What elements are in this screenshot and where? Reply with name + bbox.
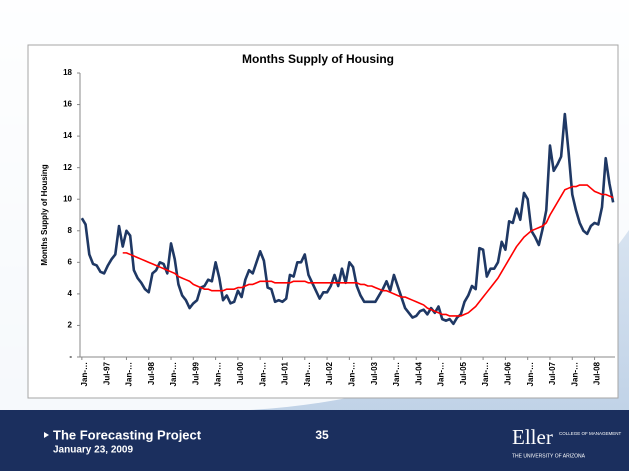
x-tick-label: Jan-… [570,362,579,386]
footer-project: The Forecasting Project [53,427,202,442]
chart-title: Months Supply of Housing [242,52,394,66]
x-tick-label: Jul-02 [325,361,334,385]
footer-date: January 23, 2009 [53,445,133,456]
footer-bar [0,410,629,471]
series-line [122,184,614,317]
x-tick-label: Jul-05 [459,361,468,385]
x-tick-label: Jul-00 [236,361,245,385]
x-tick-label: Jan-… [169,362,178,386]
y-tick-label: 16 [63,100,72,109]
bullet [44,432,49,438]
x-tick-label: Jul-98 [147,361,156,385]
x-tick-label: Jul-01 [281,361,290,385]
x-tick-label: Jan-… [125,362,134,386]
x-tick-label: Jul-07 [548,361,557,385]
y-tick-label: 4 [68,289,73,298]
x-tick-label: Jul-99 [191,361,200,385]
y-tick-label: 14 [63,131,72,140]
x-tick-label: Jul-97 [102,361,111,385]
x-tick-label: Jan-… [437,362,446,386]
y-tick-label: 6 [68,257,73,266]
x-tick-label: Jan-… [303,362,312,386]
logo-line1: COLLEGE OF MANAGEMENT [559,431,622,436]
x-tick-label: Jan-… [347,362,356,386]
y-tick-label: 18 [63,68,72,77]
x-tick-label: Jul-04 [414,361,423,385]
x-tick-label: Jan-… [481,362,490,386]
x-tick-label: Jul-08 [593,361,602,385]
x-tick-label: Jan-… [258,362,267,386]
x-tick-label: Jul-06 [504,361,513,385]
chart-area [27,44,619,399]
x-tick-label: Jan-… [526,362,535,386]
y-tick-label: 2 [68,321,73,330]
x-tick-label: Jan-… [392,362,401,386]
series-line [80,112,615,326]
y-tick-label: 8 [68,226,73,235]
y-tick-label: 10 [63,194,72,203]
x-tick-label: Jan-… [80,362,89,386]
logo: Eller [512,425,553,449]
y-axis-label: Months Supply of Housing [40,164,49,265]
y-tick-label: - [69,352,72,361]
page-number: 35 [315,428,329,442]
x-tick-label: Jul-03 [370,361,379,385]
logo-line2: THE UNIVERSITY OF ARIZONA [512,453,586,459]
y-tick-label: 12 [63,163,72,172]
x-tick-label: Jan-… [214,362,223,386]
